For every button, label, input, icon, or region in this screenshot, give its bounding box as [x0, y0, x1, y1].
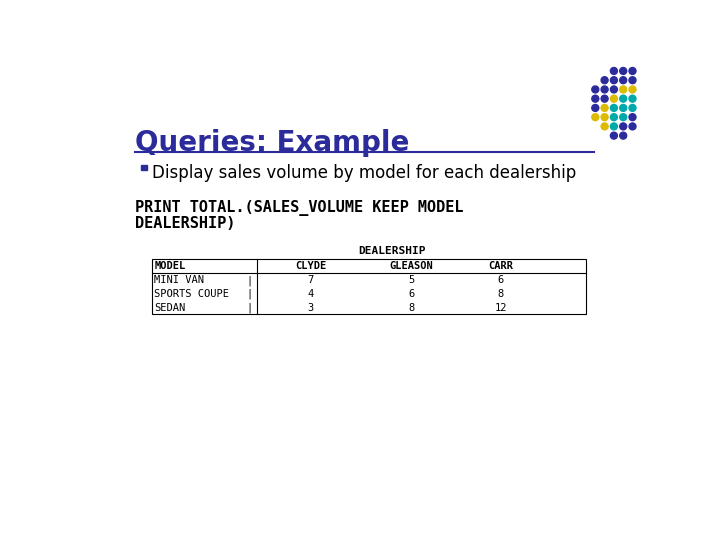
Text: 8: 8	[498, 289, 504, 299]
Circle shape	[629, 68, 636, 75]
Text: MODEL: MODEL	[154, 261, 186, 271]
Text: |: |	[246, 303, 253, 313]
Circle shape	[620, 86, 626, 93]
Bar	[152, 259, 586, 314]
Text: SEDAN: SEDAN	[154, 303, 186, 313]
Circle shape	[611, 123, 617, 130]
Text: |: |	[246, 275, 253, 286]
Text: 5: 5	[408, 275, 415, 285]
Circle shape	[629, 77, 636, 84]
Circle shape	[620, 132, 626, 139]
Circle shape	[592, 114, 599, 120]
Text: SPORTS COUPE: SPORTS COUPE	[154, 289, 230, 299]
Circle shape	[611, 86, 617, 93]
Circle shape	[620, 95, 626, 102]
Text: Queries: Example: Queries: Example	[135, 129, 410, 157]
Circle shape	[611, 95, 617, 102]
Text: 6: 6	[408, 289, 415, 299]
Text: DEALERSHIP: DEALERSHIP	[359, 246, 426, 256]
Circle shape	[611, 77, 617, 84]
Circle shape	[601, 114, 608, 120]
Bar	[141, 165, 147, 170]
Circle shape	[611, 132, 617, 139]
Circle shape	[629, 104, 636, 111]
Circle shape	[601, 104, 608, 111]
Text: DEALERSHIP): DEALERSHIP)	[135, 217, 235, 232]
Circle shape	[592, 95, 599, 102]
Circle shape	[629, 86, 636, 93]
Circle shape	[629, 123, 636, 130]
Text: 4: 4	[307, 289, 314, 299]
Text: GLEASON: GLEASON	[390, 261, 433, 271]
Circle shape	[620, 68, 626, 75]
Circle shape	[620, 114, 626, 120]
Text: 8: 8	[408, 303, 415, 313]
Text: CARR: CARR	[488, 261, 513, 271]
Circle shape	[601, 123, 608, 130]
Text: Display sales volume by model for each dealership: Display sales volume by model for each d…	[152, 164, 576, 182]
Circle shape	[620, 104, 626, 111]
Text: MINI VAN: MINI VAN	[154, 275, 204, 285]
Text: 6: 6	[498, 275, 504, 285]
Circle shape	[611, 104, 617, 111]
Text: PRINT TOTAL.(SALES_VOLUME KEEP MODEL: PRINT TOTAL.(SALES_VOLUME KEEP MODEL	[135, 200, 464, 215]
Text: 3: 3	[307, 303, 314, 313]
Circle shape	[611, 68, 617, 75]
Circle shape	[601, 95, 608, 102]
Circle shape	[620, 123, 626, 130]
Circle shape	[601, 86, 608, 93]
Circle shape	[629, 114, 636, 120]
Text: 7: 7	[307, 275, 314, 285]
Circle shape	[611, 114, 617, 120]
Circle shape	[601, 77, 608, 84]
Circle shape	[592, 104, 599, 111]
Circle shape	[592, 86, 599, 93]
Circle shape	[620, 77, 626, 84]
Text: CLYDE: CLYDE	[295, 261, 326, 271]
Text: 12: 12	[495, 303, 507, 313]
Circle shape	[629, 95, 636, 102]
Text: |: |	[246, 289, 253, 299]
